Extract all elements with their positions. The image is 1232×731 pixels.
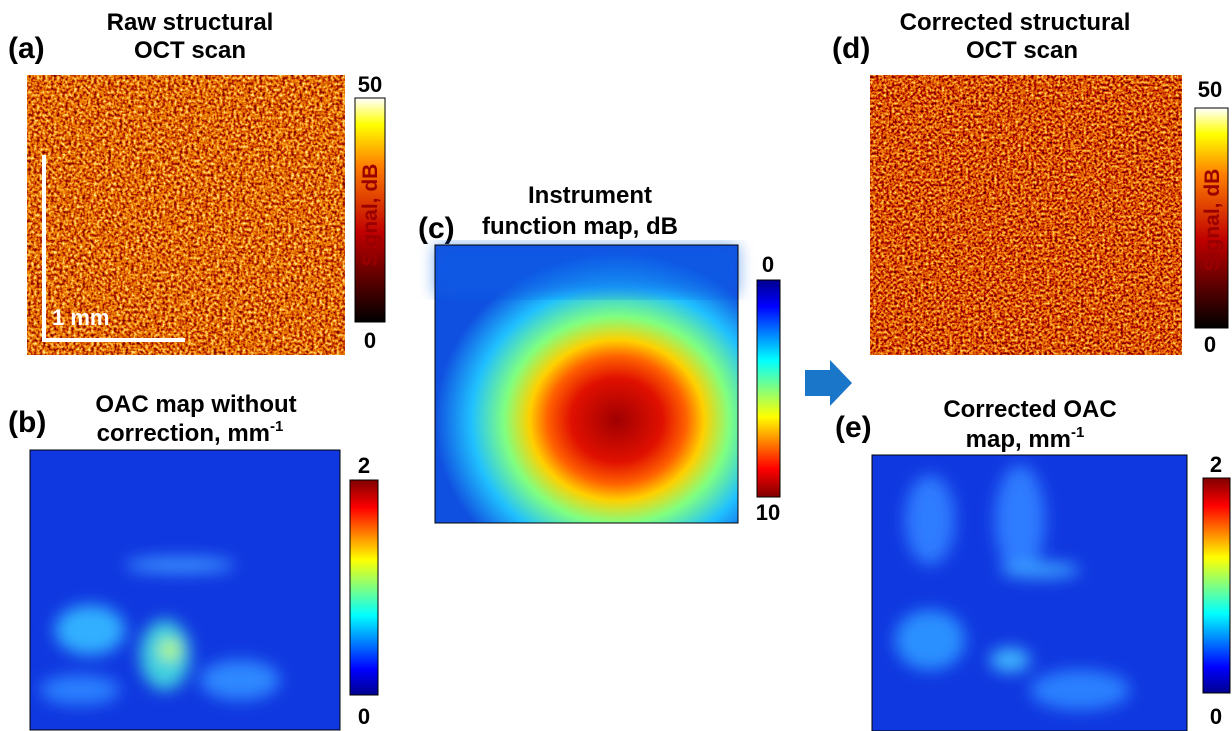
colorbar-label: Signal, dB [359,164,382,267]
colorbar-max: 50 [1198,77,1222,102]
scale-bar-label: 1 mm [52,305,109,330]
colorbar [349,479,379,696]
colorbar [756,279,781,498]
oac-image [30,450,340,730]
instrument-image [434,244,739,524]
oct-image [27,75,345,355]
panel-label: (c) [418,212,455,245]
oac-image [872,455,1187,731]
panel-title: Corrected structural [900,9,1131,36]
colorbar-min: 0 [1204,332,1216,357]
title-line: correction, mm [97,420,270,447]
panel-label: (b) [8,406,46,439]
colorbar-max: 2 [358,453,370,478]
panel-title: Raw structural [107,9,274,36]
panel-title: map, mm-1 [966,424,1085,453]
colorbar-min: 0 [1210,704,1222,729]
panel-title: Corrected OAC [943,396,1116,423]
colorbar-min: 0 [358,704,370,729]
colorbar [354,97,386,323]
title-line: map, mm [966,426,1071,453]
colorbar-label: Signal, dB [1201,169,1224,272]
panel-title: function map, dB [482,213,678,240]
colorbar [1194,107,1229,329]
colorbar-min: 10 [756,500,780,525]
panel-label: (d) [832,32,870,65]
arrow [805,360,852,406]
panel-label: (a) [8,32,45,65]
oct-image [870,75,1182,355]
colorbar [1202,477,1231,694]
panel-title: Instrument [528,182,652,209]
panel-title: OCT scan [134,37,246,64]
superscript: -1 [270,418,283,435]
panel-title: OCT scan [966,37,1078,64]
panel-title: OAC map without [95,391,296,418]
colorbar-max: 0 [762,252,774,277]
panel-title: correction, mm-1 [97,418,284,447]
colorbar-max: 50 [358,72,382,97]
colorbar-min: 0 [364,328,376,353]
colorbar-max: 2 [1210,452,1222,477]
scale-bar [42,155,185,342]
superscript: -1 [1071,424,1084,441]
panel-label: (e) [835,411,872,444]
